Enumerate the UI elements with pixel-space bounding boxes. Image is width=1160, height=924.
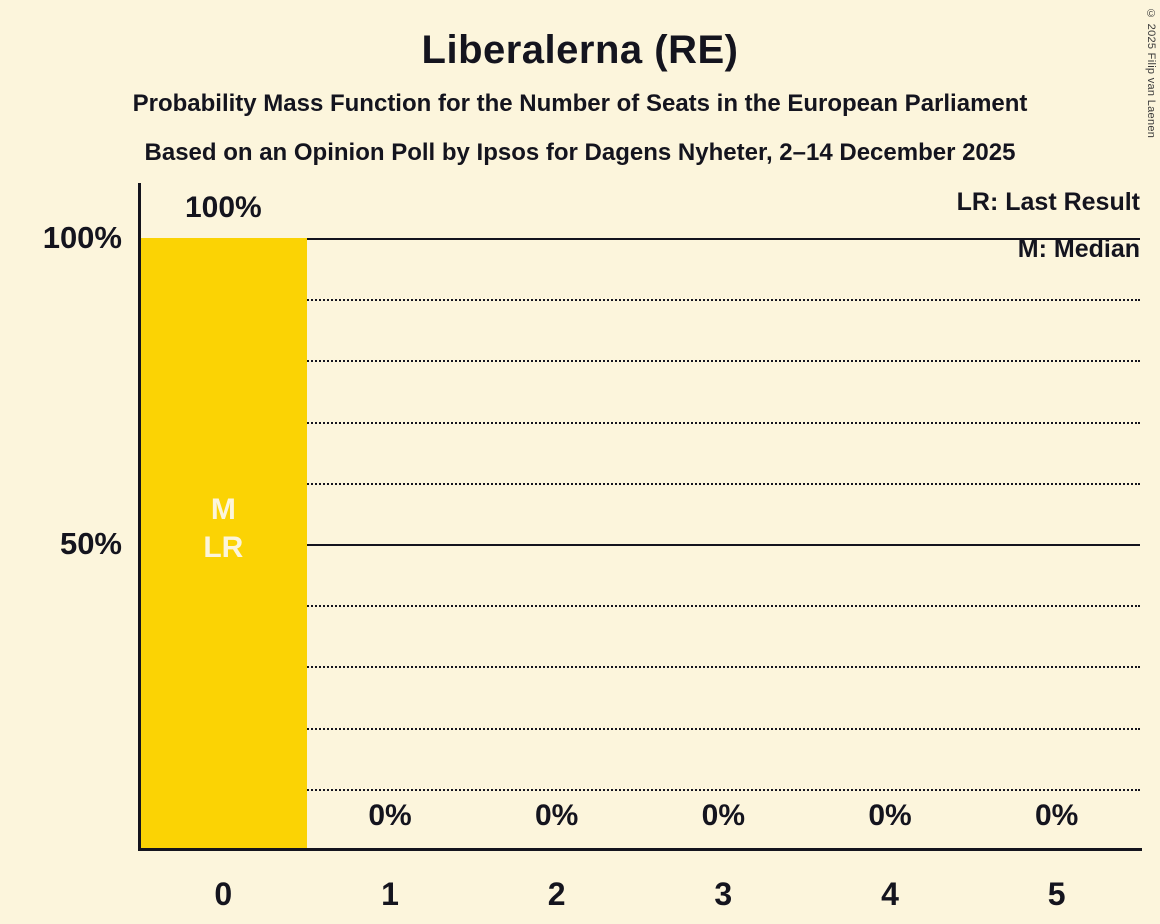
bar-seat-0	[141, 238, 307, 849]
legend-median-label: M: Median	[1017, 235, 1140, 263]
bar-value-label-3: 0%	[701, 799, 746, 832]
y-tick-label-100: 100%	[42, 220, 122, 255]
y-tick-label-50: 50%	[59, 526, 122, 561]
median-marker-label: M	[210, 493, 236, 526]
bar-annotation-0: M LR	[203, 491, 243, 567]
gridline-20	[140, 727, 1140, 730]
gridline-90	[140, 299, 1140, 302]
legend: LR: Last Result M: Median	[957, 179, 1140, 273]
gridline-60	[140, 482, 1140, 485]
chart-subtitle-source: Based on an Opinion Poll by Ipsos for Da…	[144, 139, 1016, 166]
copyright-note: © 2025 Filip van Laenen	[1145, 8, 1157, 139]
gridline-40	[140, 605, 1140, 608]
x-tick-label-5: 5	[1047, 876, 1066, 912]
bar-value-label-5: 0%	[1034, 799, 1079, 832]
x-tick-label-4: 4	[881, 876, 899, 912]
chart-title: Liberalerna (RE)	[421, 28, 739, 72]
x-tick-label-1: 1	[381, 876, 399, 912]
last-result-marker-label: LR	[203, 531, 244, 564]
bar-value-label-2: 0%	[534, 799, 579, 832]
bar-value-label-4: 0%	[868, 799, 912, 832]
x-tick-label-0: 0	[214, 876, 233, 912]
gridline-70	[140, 421, 1140, 424]
x-tick-label-3: 3	[714, 876, 733, 912]
x-tick-label-2: 2	[547, 876, 566, 912]
chart-subtitle-method: Probability Mass Function for the Number…	[132, 90, 1028, 117]
bar-value-label-0: 100%	[184, 191, 262, 224]
gridline-50	[140, 544, 1140, 546]
y-axis-line	[138, 183, 141, 851]
gridline-30	[140, 666, 1140, 669]
gridline-80	[140, 360, 1140, 363]
gridline-100	[140, 238, 1140, 240]
gridline-10	[140, 788, 1140, 791]
legend-last-result-label: LR: Last Result	[956, 188, 1140, 216]
bar-value-label-1: 0%	[368, 799, 412, 832]
x-axis-line	[138, 848, 1142, 851]
